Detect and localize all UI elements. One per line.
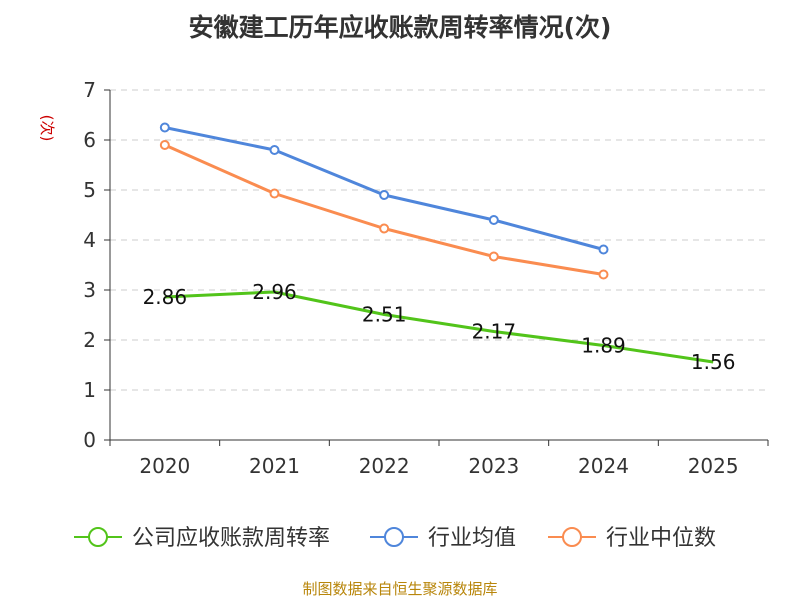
legend-marker [384,527,404,547]
data-point [598,269,609,280]
x-tick-label: 2020 [139,454,190,478]
y-tick-label: 6 [83,128,96,152]
chart-title: 安徽建工历年应收账款周转率情况(次) [188,13,612,42]
data-point [488,251,499,262]
legend-label: 公司应收账款周转率 [132,526,330,551]
series-line-1 [164,290,714,364]
data-point [488,215,499,225]
data-label: 2.96 [252,280,297,304]
data-point [159,122,170,133]
x-tick-label: 2022 [359,454,410,478]
data-point [598,244,609,255]
y-tick-label: 0 [83,428,96,452]
data-point [379,190,390,200]
data-point [159,140,170,150]
source-footer: 制图数据来自恒生聚源数据库 [302,580,498,598]
y-tick-label: 3 [83,278,96,302]
x-tick-label: 2025 [688,454,739,478]
y-axis-label: (次) [38,115,56,142]
legend-label: 行业中位数 [606,526,716,551]
legend-marker [562,527,582,547]
y-tick-label: 1 [83,378,96,402]
data-label: 2.17 [472,320,517,344]
y-tick-label: 2 [83,328,96,352]
legend-item: 行业中位数 [548,526,716,551]
data-label: 1.56 [691,350,736,374]
data-label: 1.89 [581,334,626,358]
y-tick-label: 4 [83,228,96,252]
legend-marker [88,527,108,547]
y-tick-label: 5 [83,178,96,202]
data-point [379,223,390,234]
legend-label: 行业均值 [428,526,516,551]
x-tick-label: 2023 [468,454,519,478]
x-tick-label: 2021 [249,454,300,478]
data-label: 2.51 [362,303,407,327]
legend-item: 行业均值 [370,526,516,551]
data-label: 2.86 [143,285,188,309]
data-point [269,145,280,155]
x-tick-label: 2024 [578,454,629,478]
data-point [269,188,280,199]
y-tick-label: 7 [83,78,96,102]
series-line-3 [164,143,604,276]
legend-item: 公司应收账款周转率 [74,526,330,551]
